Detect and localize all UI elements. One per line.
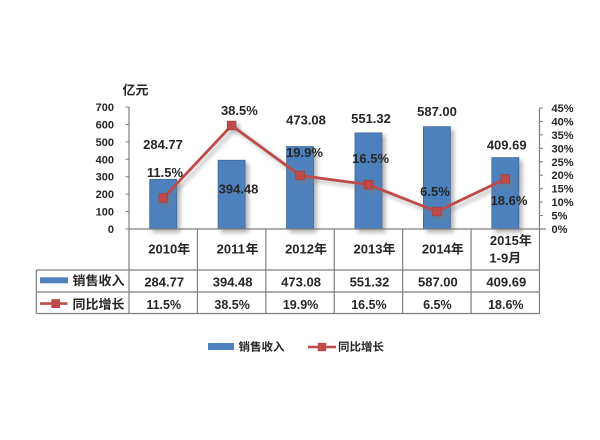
svg-text:473.08: 473.08	[286, 113, 326, 128]
svg-text:19.9%: 19.9%	[283, 298, 318, 312]
svg-text:6.5%: 6.5%	[420, 184, 450, 199]
svg-text:600: 600	[96, 119, 114, 131]
svg-text:38.5%: 38.5%	[221, 103, 258, 118]
svg-text:25%: 25%	[552, 157, 574, 169]
svg-text:500: 500	[96, 137, 114, 149]
svg-text:1-9: 1-9	[489, 250, 508, 265]
svg-text:2010: 2010	[148, 242, 177, 257]
svg-text:400: 400	[96, 154, 114, 166]
svg-text:700: 700	[96, 102, 114, 114]
svg-text:18.6%: 18.6%	[488, 298, 523, 312]
svg-text:18.6%: 18.6%	[491, 193, 528, 208]
svg-text:2011: 2011	[217, 242, 245, 257]
svg-text:5%: 5%	[552, 211, 568, 223]
svg-text:16.5%: 16.5%	[352, 151, 389, 166]
svg-text:2014: 2014	[422, 242, 452, 257]
svg-text:30%: 30%	[552, 143, 574, 155]
svg-text:6.5%: 6.5%	[423, 298, 452, 312]
svg-text:45%: 45%	[552, 103, 574, 115]
svg-text:587.00: 587.00	[417, 104, 457, 119]
svg-text:2015: 2015	[490, 233, 519, 248]
svg-text:551.32: 551.32	[351, 111, 391, 126]
svg-text:35%: 35%	[552, 130, 574, 142]
svg-text:0%: 0%	[552, 224, 568, 236]
svg-text:40%: 40%	[552, 116, 574, 128]
svg-text:11.5%: 11.5%	[146, 298, 181, 312]
svg-text:409.69: 409.69	[487, 138, 527, 153]
svg-text:15%: 15%	[552, 184, 574, 196]
svg-text:16.5%: 16.5%	[351, 298, 386, 312]
svg-text:2012: 2012	[285, 242, 314, 257]
svg-text:587.00: 587.00	[418, 275, 458, 290]
svg-text:20%: 20%	[552, 170, 574, 182]
svg-text:394.48: 394.48	[213, 275, 253, 290]
svg-text:284.77: 284.77	[143, 137, 183, 152]
svg-text:19.9%: 19.9%	[286, 145, 323, 160]
svg-text:200: 200	[96, 189, 114, 201]
svg-text:473.08: 473.08	[281, 275, 321, 290]
svg-text:551.32: 551.32	[350, 275, 390, 290]
svg-text:300: 300	[96, 172, 114, 184]
svg-text:100: 100	[96, 207, 114, 219]
svg-text:394.48: 394.48	[219, 182, 259, 197]
svg-text:10%: 10%	[552, 197, 574, 209]
svg-text:284.77: 284.77	[144, 275, 184, 290]
svg-text:409.69: 409.69	[486, 275, 526, 290]
svg-text:0: 0	[108, 224, 114, 236]
svg-text:11.5%: 11.5%	[147, 165, 184, 180]
svg-text:2013: 2013	[354, 242, 383, 257]
svg-text:38.5%: 38.5%	[214, 298, 249, 312]
